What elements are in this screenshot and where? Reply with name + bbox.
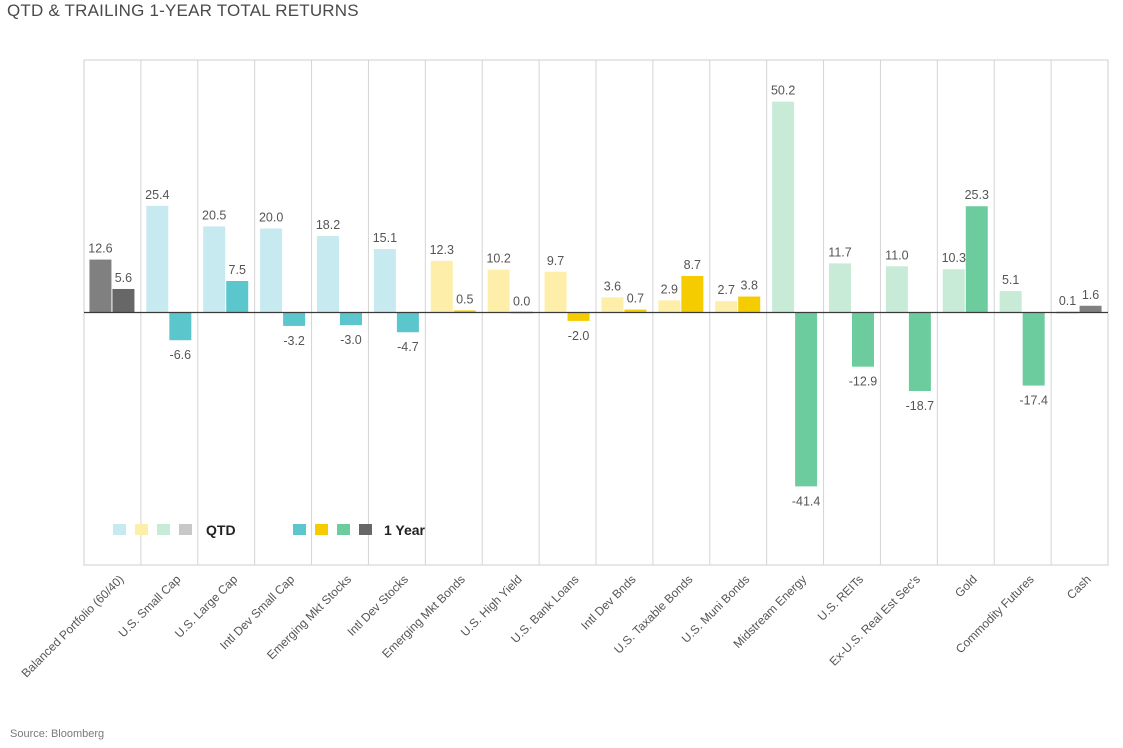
year-label-midstream-energy: -41.4 — [792, 494, 821, 508]
year-bar-intl-dev-bnds — [624, 309, 647, 313]
legend-year-label: 1 Year — [384, 522, 426, 538]
qtd-label-intl-dev-small-cap: 20.0 — [259, 211, 283, 225]
year-bar-cash — [1079, 305, 1102, 313]
qtd-label-u-s-taxable-bonds: 2.9 — [661, 282, 678, 296]
qtd-label-u-s-small-cap: 25.4 — [145, 188, 169, 202]
qtd-label-ex-u-s-real-est-sec-s: 11.0 — [885, 248, 908, 262]
year-bar-u-s-reits — [852, 312, 874, 367]
qtd-bar-balanced-portfolio-60-40 — [89, 259, 112, 313]
qtd-label-cash: 0.1 — [1059, 294, 1076, 308]
year-bar-u-s-bank-loans — [567, 312, 590, 321]
category-label-u-s-reits: U.S. REITs — [815, 572, 866, 623]
year-label-cash: 1.6 — [1082, 288, 1099, 302]
qtd-bar-ex-u-s-real-est-sec-s — [885, 266, 908, 313]
year-bar-balanced-portfolio-60-40 — [112, 288, 135, 313]
legend-year-swatch — [315, 524, 328, 535]
qtd-label-emerging-mkt-bonds: 12.3 — [430, 243, 454, 257]
qtd-bar-intl-dev-stocks — [373, 249, 396, 313]
year-label-u-s-bank-loans: -2.0 — [568, 329, 590, 343]
qtd-label-u-s-muni-bonds: 2.7 — [718, 283, 735, 297]
year-label-balanced-portfolio-60-40: 5.6 — [115, 271, 132, 285]
category-label-balanced-portfolio-60-40: Balanced Portfolio (60/40) — [19, 572, 127, 680]
qtd-label-emerging-mkt-stocks: 18.2 — [316, 218, 340, 232]
year-bar-intl-dev-stocks — [396, 312, 419, 333]
qtd-label-gold: 10.3 — [942, 251, 966, 265]
year-label-intl-dev-stocks: -4.7 — [397, 340, 419, 354]
legend-year-swatch — [293, 524, 306, 535]
year-label-u-s-taxable-bonds: 8.7 — [684, 258, 701, 272]
year-label-u-s-large-cap: 7.5 — [229, 263, 246, 277]
qtd-label-balanced-portfolio-60-40: 12.6 — [88, 242, 112, 256]
legend-qtd-label: QTD — [206, 522, 236, 538]
legend-qtd-swatch — [113, 524, 126, 535]
year-label-u-s-high-yield: 0.0 — [513, 295, 530, 309]
qtd-bar-intl-dev-bnds — [601, 297, 624, 313]
qtd-bar-u-s-large-cap — [203, 226, 226, 313]
qtd-bar-u-s-muni-bonds — [715, 301, 738, 313]
qtd-bar-u-s-taxable-bonds — [658, 300, 681, 313]
category-label-intl-dev-bnds: Intl Dev Bnds — [578, 572, 638, 632]
year-label-intl-dev-bnds: 0.7 — [627, 292, 644, 306]
year-label-commodity-futures: -17.4 — [1019, 394, 1048, 408]
category-label-cash: Cash — [1064, 572, 1094, 602]
year-bar-emerging-mkt-bonds — [453, 310, 476, 313]
qtd-bar-emerging-mkt-bonds — [430, 260, 453, 313]
qtd-bar-u-s-bank-loans — [544, 271, 567, 313]
year-bar-u-s-small-cap — [169, 312, 192, 341]
year-label-gold: 25.3 — [965, 188, 989, 202]
qtd-label-u-s-bank-loans: 9.7 — [547, 254, 564, 268]
year-bar-gold — [965, 206, 988, 313]
qtd-label-u-s-high-yield: 10.2 — [486, 252, 510, 266]
qtd-bar-gold — [942, 269, 965, 313]
legend-qtd-swatch — [157, 524, 170, 535]
year-label-ex-u-s-real-est-sec-s: -18.7 — [906, 399, 935, 413]
year-label-u-s-muni-bonds: 3.8 — [741, 279, 758, 293]
year-bar-commodity-futures — [1022, 312, 1045, 386]
year-bar-midstream-energy — [795, 312, 818, 487]
qtd-label-intl-dev-bnds: 3.6 — [604, 279, 621, 293]
year-bar-u-s-taxable-bonds — [681, 275, 704, 313]
year-label-emerging-mkt-bonds: 0.5 — [456, 292, 473, 306]
qtd-label-commodity-futures: 5.1 — [1002, 273, 1019, 287]
qtd-bar-u-s-reits — [829, 263, 851, 313]
legend-year-swatch — [359, 524, 372, 535]
year-bar-intl-dev-small-cap — [283, 312, 306, 326]
qtd-bar-emerging-mkt-stocks — [317, 236, 339, 313]
year-bar-ex-u-s-real-est-sec-s — [908, 312, 931, 392]
source-note: Source: Bloomberg — [10, 728, 105, 740]
year-bar-u-s-large-cap — [226, 281, 249, 313]
qtd-bar-intl-dev-small-cap — [260, 228, 283, 313]
legend-qtd-swatch — [135, 524, 148, 535]
year-bar-u-s-muni-bonds — [738, 296, 761, 313]
qtd-bar-u-s-small-cap — [146, 205, 169, 313]
year-label-u-s-reits: -12.9 — [849, 375, 878, 389]
qtd-label-intl-dev-stocks: 15.1 — [373, 231, 397, 245]
qtd-label-midstream-energy: 50.2 — [771, 84, 795, 98]
qtd-bar-commodity-futures — [999, 291, 1022, 313]
qtd-bar-midstream-energy — [772, 101, 795, 313]
qtd-label-u-s-large-cap: 20.5 — [202, 208, 226, 222]
year-label-u-s-small-cap: -6.6 — [170, 348, 192, 362]
year-label-intl-dev-small-cap: -3.2 — [283, 334, 305, 348]
chart-title: QTD & TRAILING 1-YEAR TOTAL RETURNS — [7, 1, 359, 20]
legend-year-swatch — [337, 524, 350, 535]
qtd-label-u-s-reits: 11.7 — [828, 245, 851, 259]
qtd-bar-u-s-high-yield — [487, 269, 510, 313]
legend-qtd-swatch — [179, 524, 192, 535]
category-label-gold: Gold — [952, 572, 980, 600]
year-label-emerging-mkt-stocks: -3.0 — [340, 333, 362, 347]
year-bar-emerging-mkt-stocks — [340, 312, 362, 326]
